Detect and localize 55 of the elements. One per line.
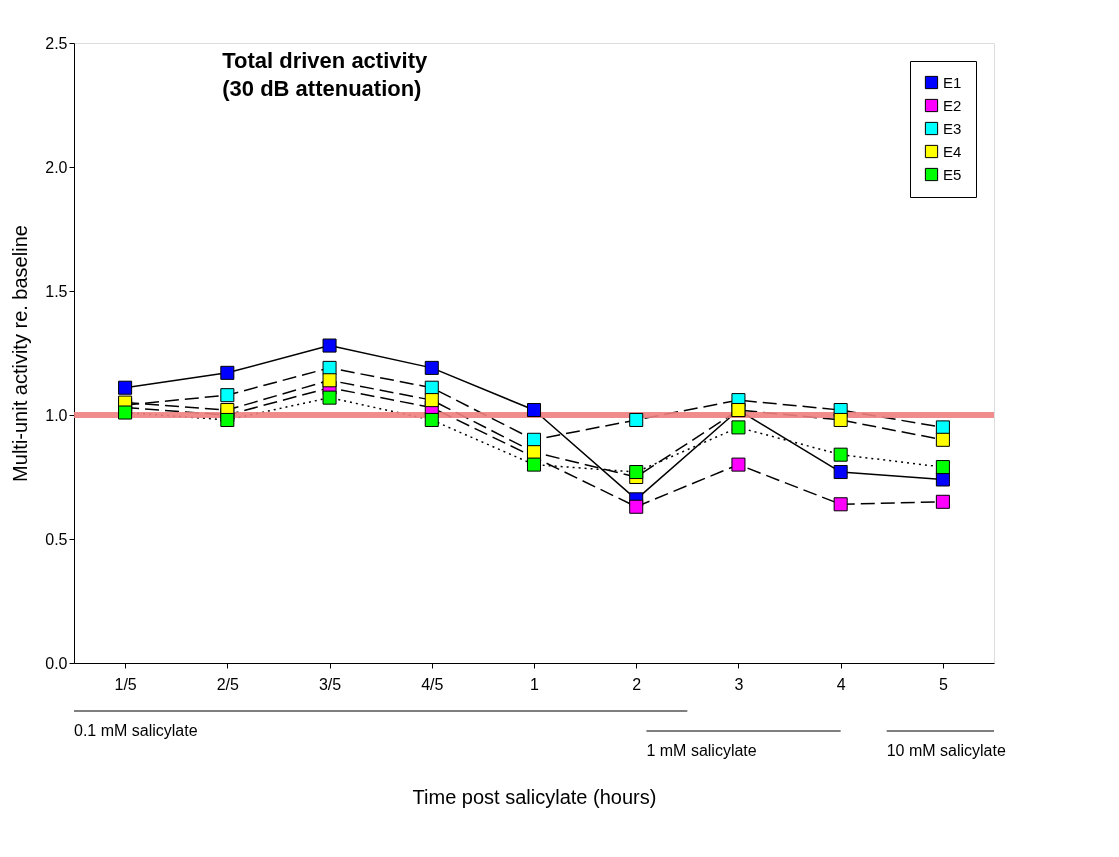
point [322, 360, 337, 375]
point [118, 405, 133, 420]
x-tick-label: 2 [632, 675, 642, 693]
x-axis-title: Time post salicylate (hours) [412, 785, 657, 808]
point [424, 360, 439, 375]
point [220, 388, 235, 403]
point [118, 380, 133, 395]
point [322, 338, 337, 353]
point [526, 403, 542, 418]
x-tick-label: 3/5 [318, 675, 342, 693]
point [322, 390, 337, 405]
y-tick-label: 0.0 [45, 654, 68, 672]
legend-label: E2 [943, 96, 962, 114]
point [629, 499, 644, 514]
y-axis-title: Multi-unit activity re. baseline [9, 225, 32, 482]
point [833, 465, 848, 480]
x-tick-label: 4 [836, 675, 846, 693]
text: 10 mM salicylate [886, 742, 1006, 759]
chart-title: Total driven activity [222, 48, 428, 73]
y-tick-label: 2.5 [45, 34, 68, 52]
y-tick-label: 2.0 [45, 158, 68, 176]
x-tick-label: 4/5 [421, 675, 444, 693]
point [731, 457, 746, 472]
legend-label: E1 [943, 73, 962, 91]
y-tick-label: 1.0 [45, 406, 68, 424]
point [220, 412, 235, 427]
text: 1 mM salicylate [646, 742, 757, 759]
point [424, 412, 439, 427]
point [935, 460, 950, 475]
point [935, 472, 950, 487]
legend-label: E4 [943, 142, 962, 160]
legend-label: E3 [943, 119, 962, 137]
point [731, 420, 746, 435]
x-tick-label: 5 [938, 675, 948, 693]
point [935, 420, 950, 435]
x-tick-label: 2/5 [216, 675, 240, 693]
point [629, 465, 644, 480]
point [935, 432, 950, 447]
text: (30 dB attenuation) [222, 76, 422, 101]
point [526, 457, 542, 472]
point [220, 365, 235, 380]
point [833, 412, 848, 427]
point [935, 494, 950, 509]
legend-label: E5 [943, 165, 962, 183]
x-tick-label: 1/5 [114, 675, 137, 693]
point [424, 393, 439, 408]
text: 0.1 mM salicylate [74, 722, 198, 739]
point [629, 412, 644, 427]
point [322, 373, 337, 388]
x-tick-label: 1 [530, 675, 540, 693]
point [833, 447, 848, 462]
y-tick-label: 0.5 [45, 530, 68, 548]
y-tick-label: 1.5 [45, 282, 68, 300]
x-tick-label: 3 [734, 675, 744, 693]
point [833, 497, 848, 512]
